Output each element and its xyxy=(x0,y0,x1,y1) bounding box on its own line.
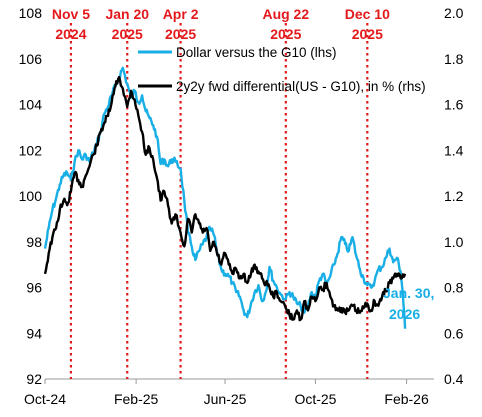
y-left-tick-label: 98 xyxy=(26,234,42,250)
y-right-tick-label: 2.0 xyxy=(444,5,464,21)
annotation-line2: 2026 xyxy=(389,306,420,322)
event-label-line1: Aug 22 xyxy=(262,6,309,22)
y-right-tick-label: 1.4 xyxy=(444,142,464,158)
y-right-tick-label: 0.6 xyxy=(444,325,464,341)
y-left-tick-label: 102 xyxy=(19,142,43,158)
y-left-tick-label: 94 xyxy=(26,325,42,341)
y-left-tick-label: 100 xyxy=(19,188,43,204)
event-label-line1: Dec 10 xyxy=(345,6,390,22)
y-right-tick-label: 1.6 xyxy=(444,97,464,113)
legend-dollar-label: Dollar versus the G10 (lhs) xyxy=(176,45,337,60)
legend: Dollar versus the G10 (lhs) 2y2y fwd diff… xyxy=(138,45,426,94)
x-tick-label: Oct-25 xyxy=(294,391,336,407)
y-left-tick-label: 104 xyxy=(19,97,43,113)
differential-series-line xyxy=(43,75,407,322)
dollar-series-line xyxy=(43,66,407,329)
event-label-line2: 2025 xyxy=(112,26,143,42)
y-right-tick-label: 1.2 xyxy=(444,188,464,204)
event-label-line1: Apr 2 xyxy=(163,6,199,22)
y-right-tick-label: 1.8 xyxy=(444,51,464,67)
y-left-tick-label: 92 xyxy=(26,371,42,387)
legend-differential-label: 2y2y fwd differential(US - G10), in % (r… xyxy=(176,79,426,94)
event-label-line1: Jan 20 xyxy=(105,6,149,22)
y-right-tick-label: 0.4 xyxy=(444,371,464,387)
y-left-tick-label: 96 xyxy=(26,280,42,296)
y-right-tick-label: 0.8 xyxy=(444,280,464,296)
event-label-line2: 2025 xyxy=(270,26,301,42)
end-annotation: Jan. 30, 2026 xyxy=(383,285,434,322)
y-left-tick-label: 106 xyxy=(19,51,43,67)
event-label-line2: 2025 xyxy=(352,26,383,42)
x-tick-label: Oct-24 xyxy=(24,391,66,407)
axes: Oct-24 Feb-25 Jun-25 Oct-25 Feb-26 92 94 96 98 10… xyxy=(19,5,464,407)
x-tick-label: Feb-26 xyxy=(384,391,429,407)
series-lines xyxy=(43,66,407,329)
x-tick-label: Jun-25 xyxy=(204,391,247,407)
x-tick-label: Feb-25 xyxy=(114,391,159,407)
annotation-line1: Jan. 30, xyxy=(383,285,434,301)
event-label-line2: 2024 xyxy=(55,26,86,42)
event-label-line1: Nov 5 xyxy=(52,6,90,22)
event-markers: Nov 5 2024 Jan 20 2025 Apr 2 2025 Aug 22 2025 De… xyxy=(52,6,390,379)
y-right-tick-label: 1.0 xyxy=(444,234,464,250)
y-left-tick-label: 108 xyxy=(19,5,43,21)
event-label-line2: 2025 xyxy=(165,26,196,42)
